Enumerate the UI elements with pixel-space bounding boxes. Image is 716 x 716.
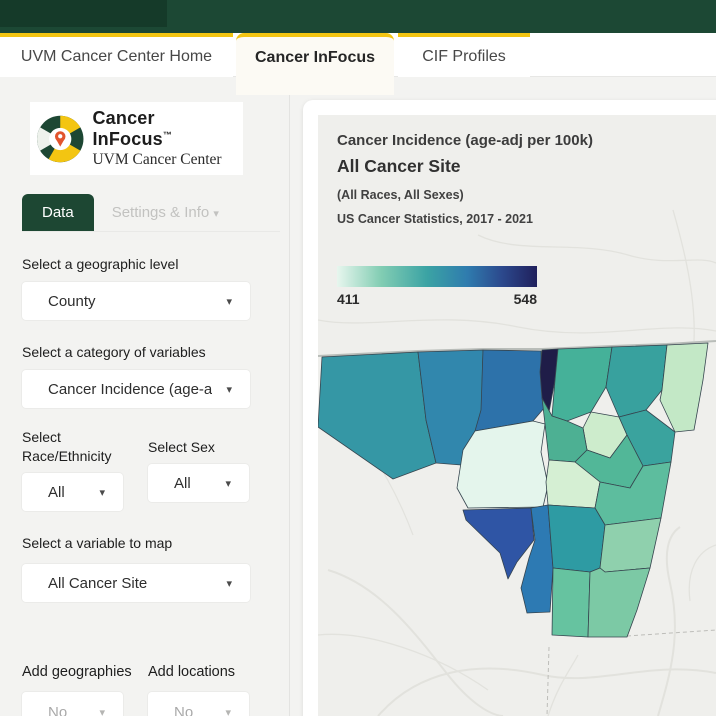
county-layer[interactable] (318, 342, 709, 638)
top-header-bar (0, 0, 716, 33)
county-region-sw-darkblue[interactable] (462, 507, 535, 580)
cancer-infocus-logo-icon (37, 115, 84, 162)
tab-settings-info[interactable]: Settings & Info ▾ (111, 204, 219, 221)
legend-gradient-bar (337, 266, 537, 287)
tab-uvm-cancer-center-home[interactable]: UVM Cancer Center Home (0, 33, 233, 77)
county-region-se-green-1[interactable] (599, 517, 662, 573)
county-region-n-blue-2[interactable] (474, 349, 546, 432)
map-title: Cancer Incidence (age-adj per 100k) (337, 132, 593, 149)
caret-down-icon: ▾ (213, 208, 219, 220)
state-border-dashed-lines (546, 629, 716, 716)
county-region-ne-2[interactable] (605, 344, 668, 418)
variable-label: Select a variable to map (22, 535, 173, 551)
caret-down-icon: ▾ (226, 383, 232, 396)
sex-select[interactable]: All ▾ (148, 464, 249, 502)
geo-level-label: Select a geographic level (22, 256, 179, 272)
header-logo-block (0, 0, 167, 27)
county-region-c-teal-2[interactable] (547, 504, 606, 573)
add-geographies-select[interactable]: No ▾ (22, 692, 123, 716)
trademark-symbol: ™ (162, 130, 173, 140)
map-legend: 411 548 (337, 266, 537, 307)
caret-down-icon: ▾ (99, 706, 105, 716)
canada-border-line (318, 340, 716, 357)
app-logo: Cancer InFocus™ UVM Cancer Center (30, 102, 243, 175)
variable-select[interactable]: All Cancer Site ▾ (22, 564, 250, 602)
add-locations-select[interactable]: No ▾ (148, 692, 249, 716)
legend-labels: 411 548 (337, 291, 537, 307)
caret-down-icon: ▾ (226, 295, 232, 308)
tab-label: UVM Cancer Center Home (20, 48, 213, 65)
choropleth-map (318, 209, 716, 716)
county-region-se-green-2[interactable] (587, 567, 651, 638)
basemap-roads (318, 209, 716, 716)
county-region-ne-3[interactable] (659, 342, 709, 433)
legend-min-value: 411 (337, 291, 360, 307)
category-select[interactable]: Cancer Incidence (age-a ▾ (22, 370, 250, 408)
logo-text: Cancer InFocus™ UVM Cancer Center (92, 108, 235, 169)
tab-cancer-infocus[interactable]: Cancer InFocus (236, 33, 394, 95)
map-race-sex-note: (All Races, All Sexes) (337, 188, 464, 202)
tab-data[interactable]: Data (22, 194, 94, 231)
legend-max-value: 548 (513, 291, 537, 307)
add-locations-label: Add locations (148, 664, 236, 680)
county-region-ne-1[interactable] (551, 346, 613, 422)
map-card: Cancer Incidence (age-adj per 100k) All … (303, 100, 716, 716)
county-region-pale-center[interactable] (456, 420, 549, 509)
map-title-block: Cancer Incidence (age-adj per 100k) All … (337, 132, 593, 226)
race-select[interactable]: All ▾ (22, 473, 123, 511)
add-geographies-label: Add geographies (22, 664, 132, 680)
tab-cif-profiles[interactable]: CIF Profiles (398, 33, 530, 77)
tab-label: Cancer InFocus (254, 49, 376, 66)
race-label: Select Race/Ethnicity (22, 429, 112, 464)
caret-down-icon: ▾ (226, 577, 232, 590)
tab-label: CIF Profiles (422, 48, 506, 65)
main-tab-bar: UVM Cancer Center Home Cancer InFocus CI… (0, 33, 716, 95)
map-subtitle: All Cancer Site (337, 156, 461, 176)
sidebar-tab-bar: Data Settings & Info ▾ (22, 194, 280, 232)
logo-subtitle: UVM Cancer Center (92, 151, 222, 168)
geo-level-select[interactable]: County ▾ (22, 282, 250, 320)
county-region-nw-wedge[interactable] (318, 351, 437, 480)
caret-down-icon: ▾ (225, 477, 231, 490)
map-source-note: US Cancer Statistics, 2017 - 2021 (337, 212, 533, 226)
map-canvas[interactable]: Cancer Incidence (age-adj per 100k) All … (318, 115, 716, 716)
category-label: Select a category of variables (22, 344, 206, 360)
caret-down-icon: ▾ (225, 706, 231, 716)
sex-label: Select Sex (148, 439, 215, 455)
caret-down-icon: ▾ (99, 486, 105, 499)
sidebar: Cancer InFocus™ UVM Cancer Center Data S… (0, 78, 290, 716)
logo-title: Cancer InFocus™ (92, 108, 173, 149)
county-region-s-green-1[interactable] (551, 567, 591, 638)
